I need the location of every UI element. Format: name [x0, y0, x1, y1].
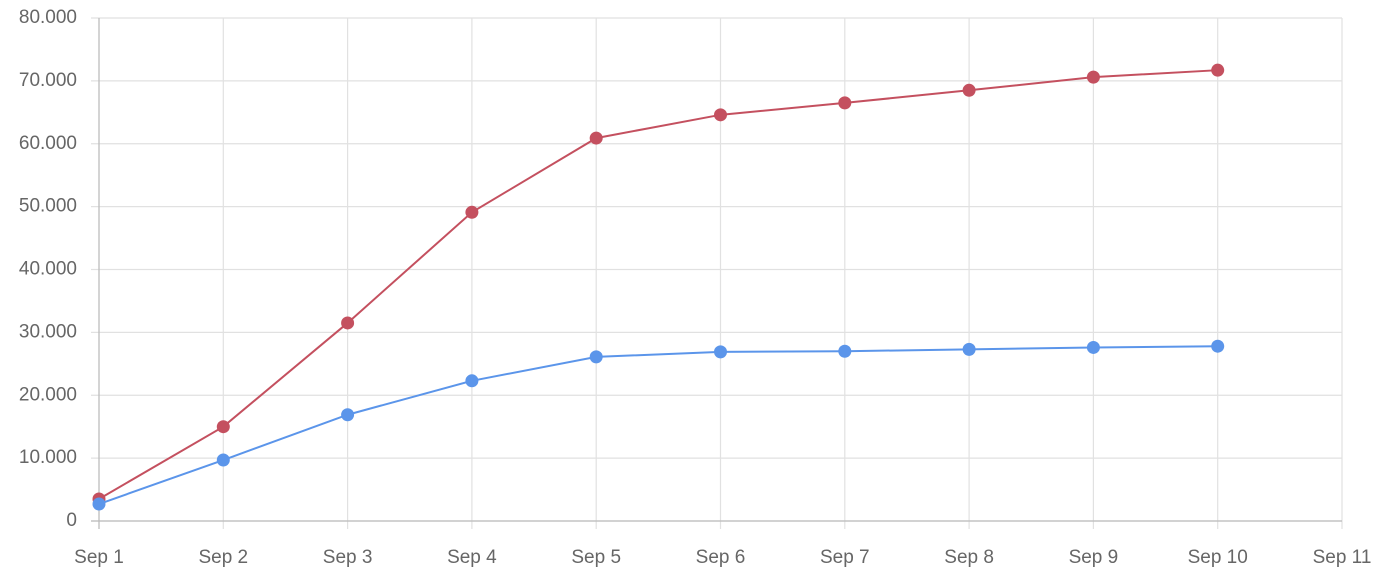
data-point [1086, 340, 1100, 354]
series-line [98, 69, 1218, 500]
y-tick-label: 10.000 [19, 447, 77, 468]
x-tick-label: Sep 2 [198, 547, 248, 568]
data-point [1086, 70, 1100, 84]
y-tick-label: 0 [66, 510, 77, 531]
x-tick-label: Sep 10 [1188, 547, 1248, 568]
x-tick-label: Sep 8 [944, 547, 994, 568]
x-tick-label: Sep 9 [1069, 547, 1119, 568]
data-point [714, 108, 727, 122]
data-point [216, 453, 230, 467]
x-tick-label: Sep 4 [447, 547, 497, 568]
data-point [589, 350, 603, 364]
y-tick-label: 80.000 [19, 7, 77, 28]
x-tick-label: Sep 3 [323, 547, 373, 568]
data-point [962, 342, 976, 356]
y-tick-label: 60.000 [19, 133, 77, 154]
data-point [465, 205, 479, 219]
data-point [341, 316, 355, 330]
y-tick-label: 40.000 [19, 259, 77, 280]
data-point [838, 344, 852, 358]
data-point [838, 96, 852, 110]
data-point [589, 131, 603, 145]
data-point [1211, 63, 1225, 77]
x-tick-label: Sep 1 [74, 547, 124, 568]
y-tick-label: 20.000 [19, 384, 77, 405]
data-point [341, 408, 355, 422]
data-point [216, 420, 230, 434]
y-tick-label: 50.000 [19, 196, 77, 217]
x-tick-label: Sep 7 [820, 547, 870, 568]
x-tick-label: Sep 6 [696, 547, 746, 568]
y-tick-label: 30.000 [19, 321, 77, 342]
x-tick-label: Sep 11 [1313, 547, 1372, 568]
series-line [98, 345, 1218, 505]
y-tick-label: 70.000 [19, 70, 77, 91]
data-point [465, 374, 479, 388]
data-point [714, 345, 727, 359]
x-tick-label: Sep 5 [571, 547, 621, 568]
data-point [962, 83, 976, 97]
data-point [1211, 339, 1225, 353]
data-point [92, 497, 106, 511]
